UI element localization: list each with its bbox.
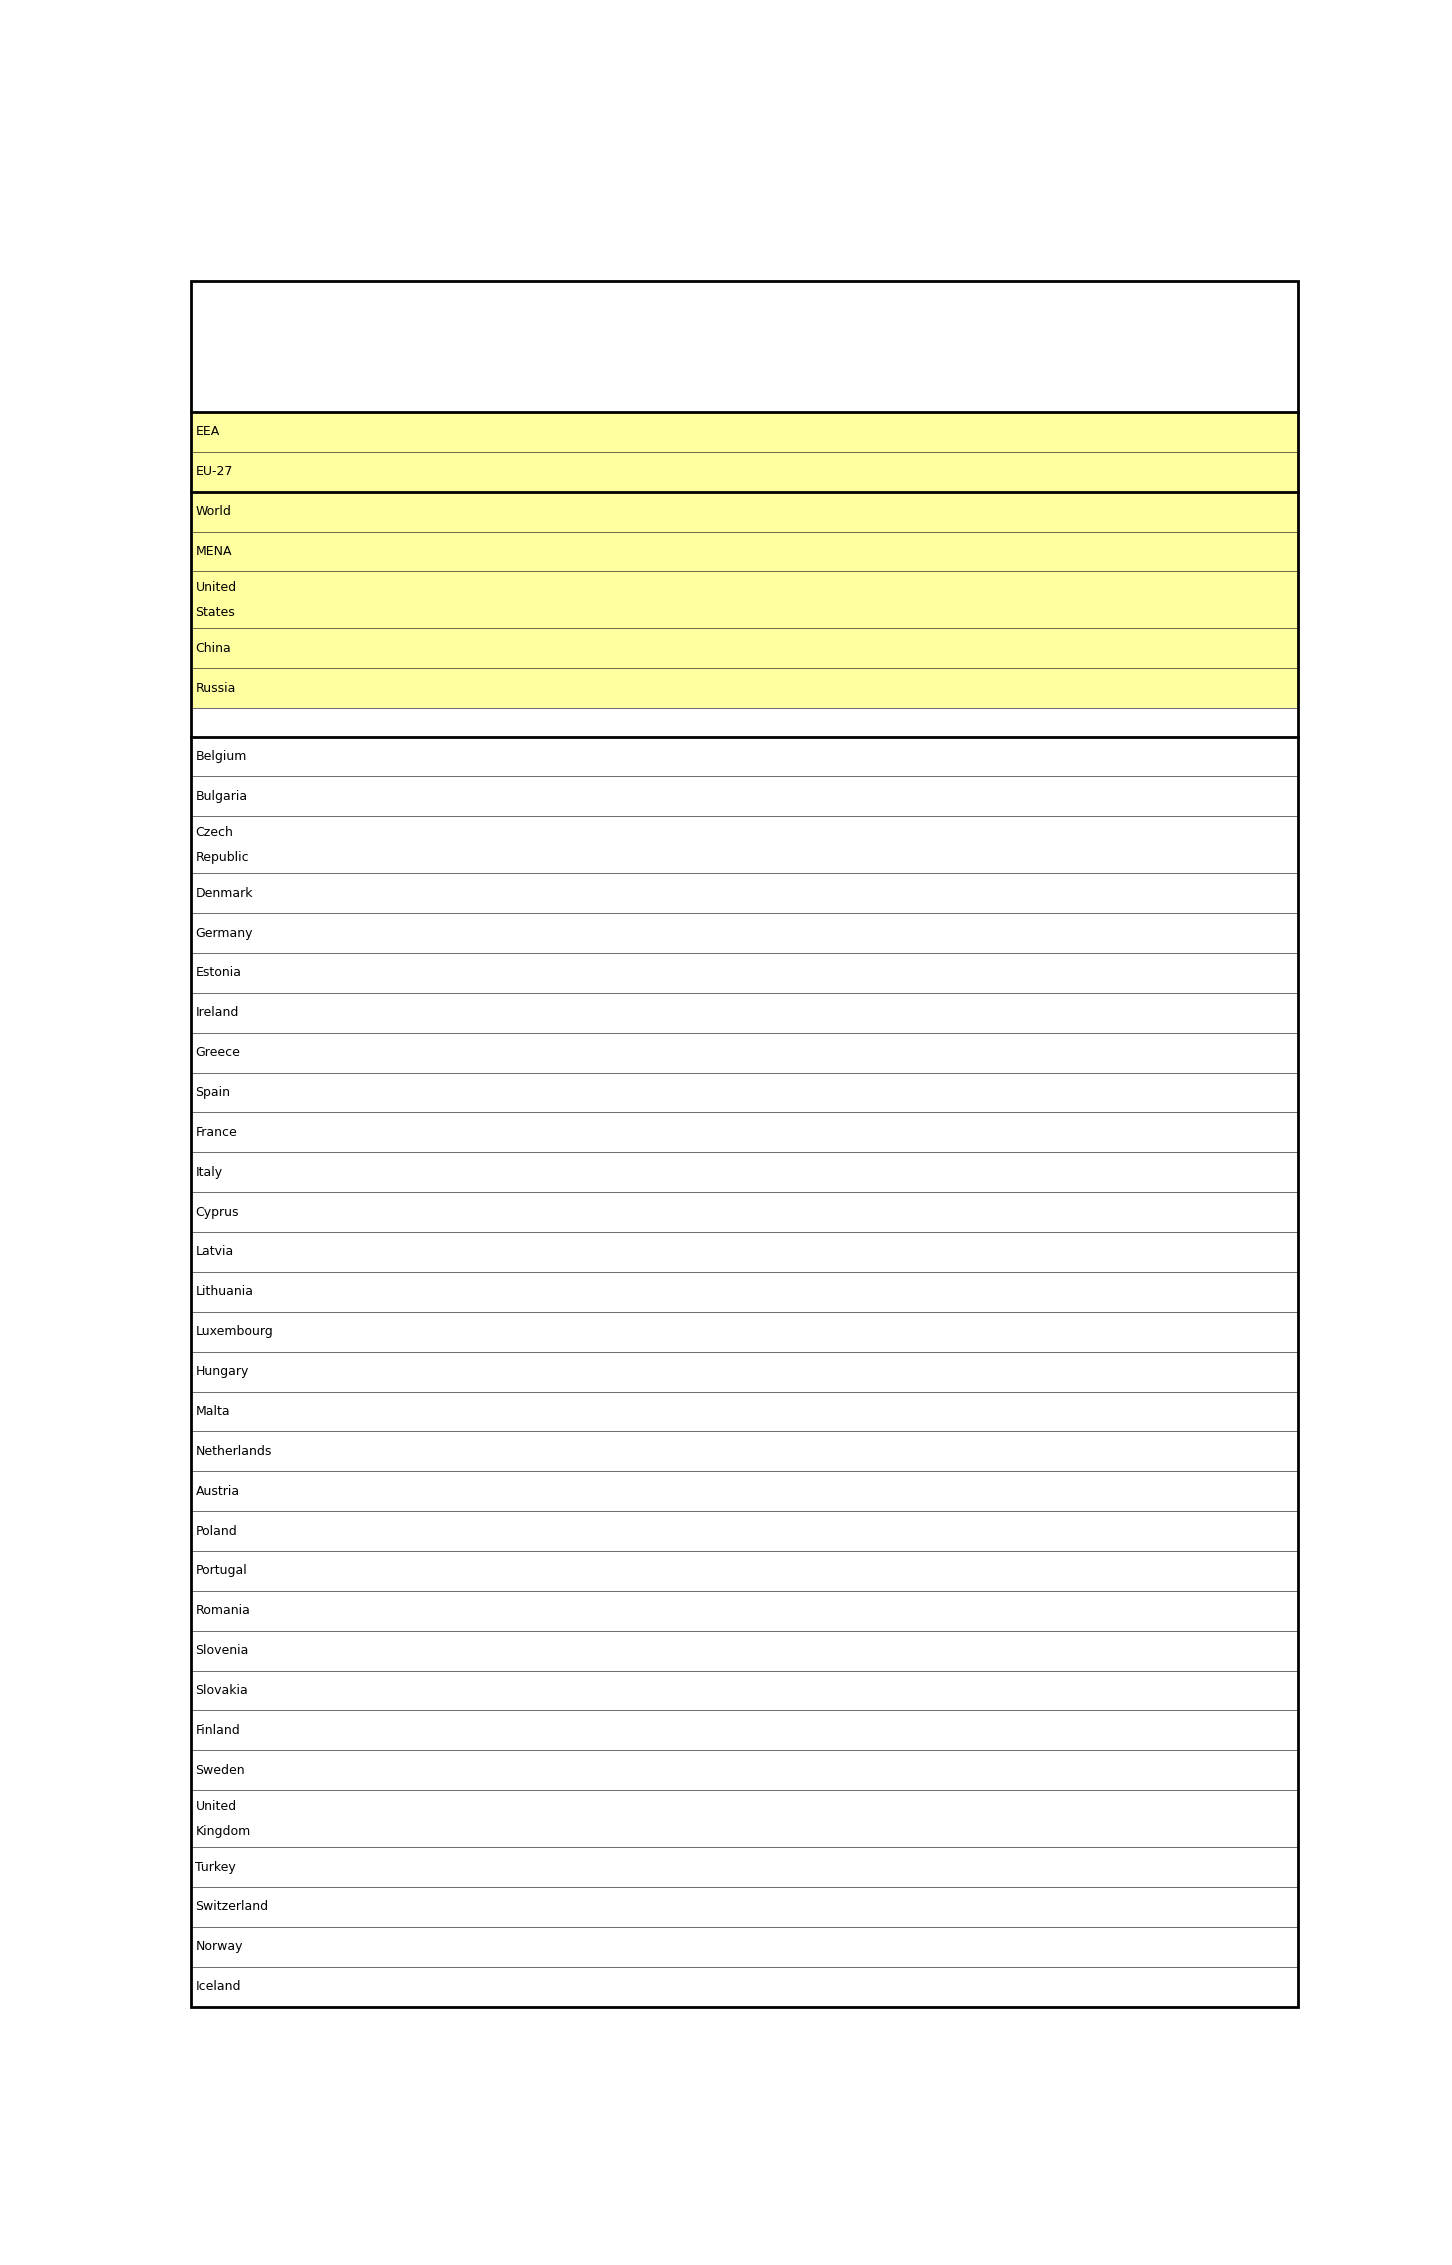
Bar <box>190 1472 1298 1511</box>
Text: Italy: Italy <box>196 1166 222 1178</box>
Bar <box>190 1552 1298 1590</box>
Bar <box>190 1848 1298 1887</box>
Text: China: China <box>196 641 231 655</box>
Bar <box>190 777 1298 815</box>
Text: EU-27: EU-27 <box>196 464 232 478</box>
Text: Denmark: Denmark <box>196 886 253 899</box>
Bar <box>190 1352 1298 1391</box>
Bar <box>190 1751 1298 1789</box>
Bar <box>190 1431 1298 1472</box>
Text: Iceland: Iceland <box>196 1980 241 1993</box>
Text: Russia: Russia <box>196 682 235 695</box>
Text: Finland: Finland <box>196 1724 240 1737</box>
Bar <box>190 627 1298 668</box>
Text: Latvia: Latvia <box>196 1246 234 1259</box>
Text: EEA: EEA <box>196 426 219 439</box>
Bar <box>190 1511 1298 1552</box>
Bar <box>190 1672 1298 1710</box>
Bar <box>190 1590 1298 1631</box>
Bar <box>190 1191 1298 1232</box>
Text: Czech: Czech <box>196 827 234 838</box>
Text: Poland: Poland <box>196 1524 237 1538</box>
Bar <box>190 992 1298 1033</box>
Bar <box>190 492 1298 532</box>
Bar <box>190 1112 1298 1153</box>
Text: States: States <box>196 607 235 618</box>
Text: Kingdom: Kingdom <box>196 1826 251 1837</box>
Text: MENA: MENA <box>196 546 232 557</box>
Bar <box>190 1273 1298 1311</box>
Bar <box>190 281 1298 412</box>
Text: United: United <box>196 580 237 593</box>
Text: Romania: Romania <box>196 1604 250 1617</box>
Bar <box>190 913 1298 954</box>
Text: Ireland: Ireland <box>196 1006 238 1019</box>
Text: Bulgaria: Bulgaria <box>196 790 248 802</box>
Text: World: World <box>196 505 231 519</box>
Bar <box>190 736 1298 777</box>
Text: Slovakia: Slovakia <box>196 1683 248 1696</box>
Bar <box>190 532 1298 571</box>
Text: Turkey: Turkey <box>196 1860 237 1873</box>
Bar <box>190 1966 1298 2007</box>
Bar <box>190 668 1298 709</box>
Text: Luxembourg: Luxembourg <box>196 1325 273 1339</box>
Text: Netherlands: Netherlands <box>196 1445 272 1459</box>
Text: Cyprus: Cyprus <box>196 1205 240 1219</box>
Text: Sweden: Sweden <box>196 1764 245 1776</box>
Bar <box>190 1887 1298 1928</box>
Bar <box>190 815 1298 874</box>
Bar <box>190 709 1298 736</box>
Bar <box>190 1074 1298 1112</box>
Bar <box>190 1928 1298 1966</box>
Text: Norway: Norway <box>196 1941 242 1952</box>
Bar <box>190 1631 1298 1672</box>
Text: Belgium: Belgium <box>196 750 247 763</box>
Bar <box>190 412 1298 451</box>
Bar <box>190 1789 1298 1848</box>
Text: Hungary: Hungary <box>196 1366 248 1377</box>
Text: Republic: Republic <box>196 852 250 863</box>
Text: Austria: Austria <box>196 1484 240 1497</box>
Text: Estonia: Estonia <box>196 967 241 978</box>
Bar <box>190 1391 1298 1431</box>
Bar <box>190 451 1298 492</box>
Text: Germany: Germany <box>196 926 253 940</box>
Bar <box>190 1710 1298 1751</box>
Text: Malta: Malta <box>196 1404 229 1418</box>
Bar <box>190 954 1298 992</box>
Text: Spain: Spain <box>196 1085 231 1099</box>
Text: Lithuania: Lithuania <box>196 1284 254 1298</box>
Bar <box>190 1033 1298 1074</box>
Bar <box>190 571 1298 627</box>
Bar <box>190 874 1298 913</box>
Text: Switzerland: Switzerland <box>196 1900 269 1914</box>
Text: France: France <box>196 1126 237 1139</box>
Text: Greece: Greece <box>196 1046 241 1060</box>
Text: United: United <box>196 1801 237 1812</box>
Text: Slovenia: Slovenia <box>196 1644 248 1658</box>
Bar <box>190 1311 1298 1352</box>
Bar <box>190 1232 1298 1273</box>
Text: Portugal: Portugal <box>196 1565 247 1576</box>
Bar <box>190 1153 1298 1191</box>
